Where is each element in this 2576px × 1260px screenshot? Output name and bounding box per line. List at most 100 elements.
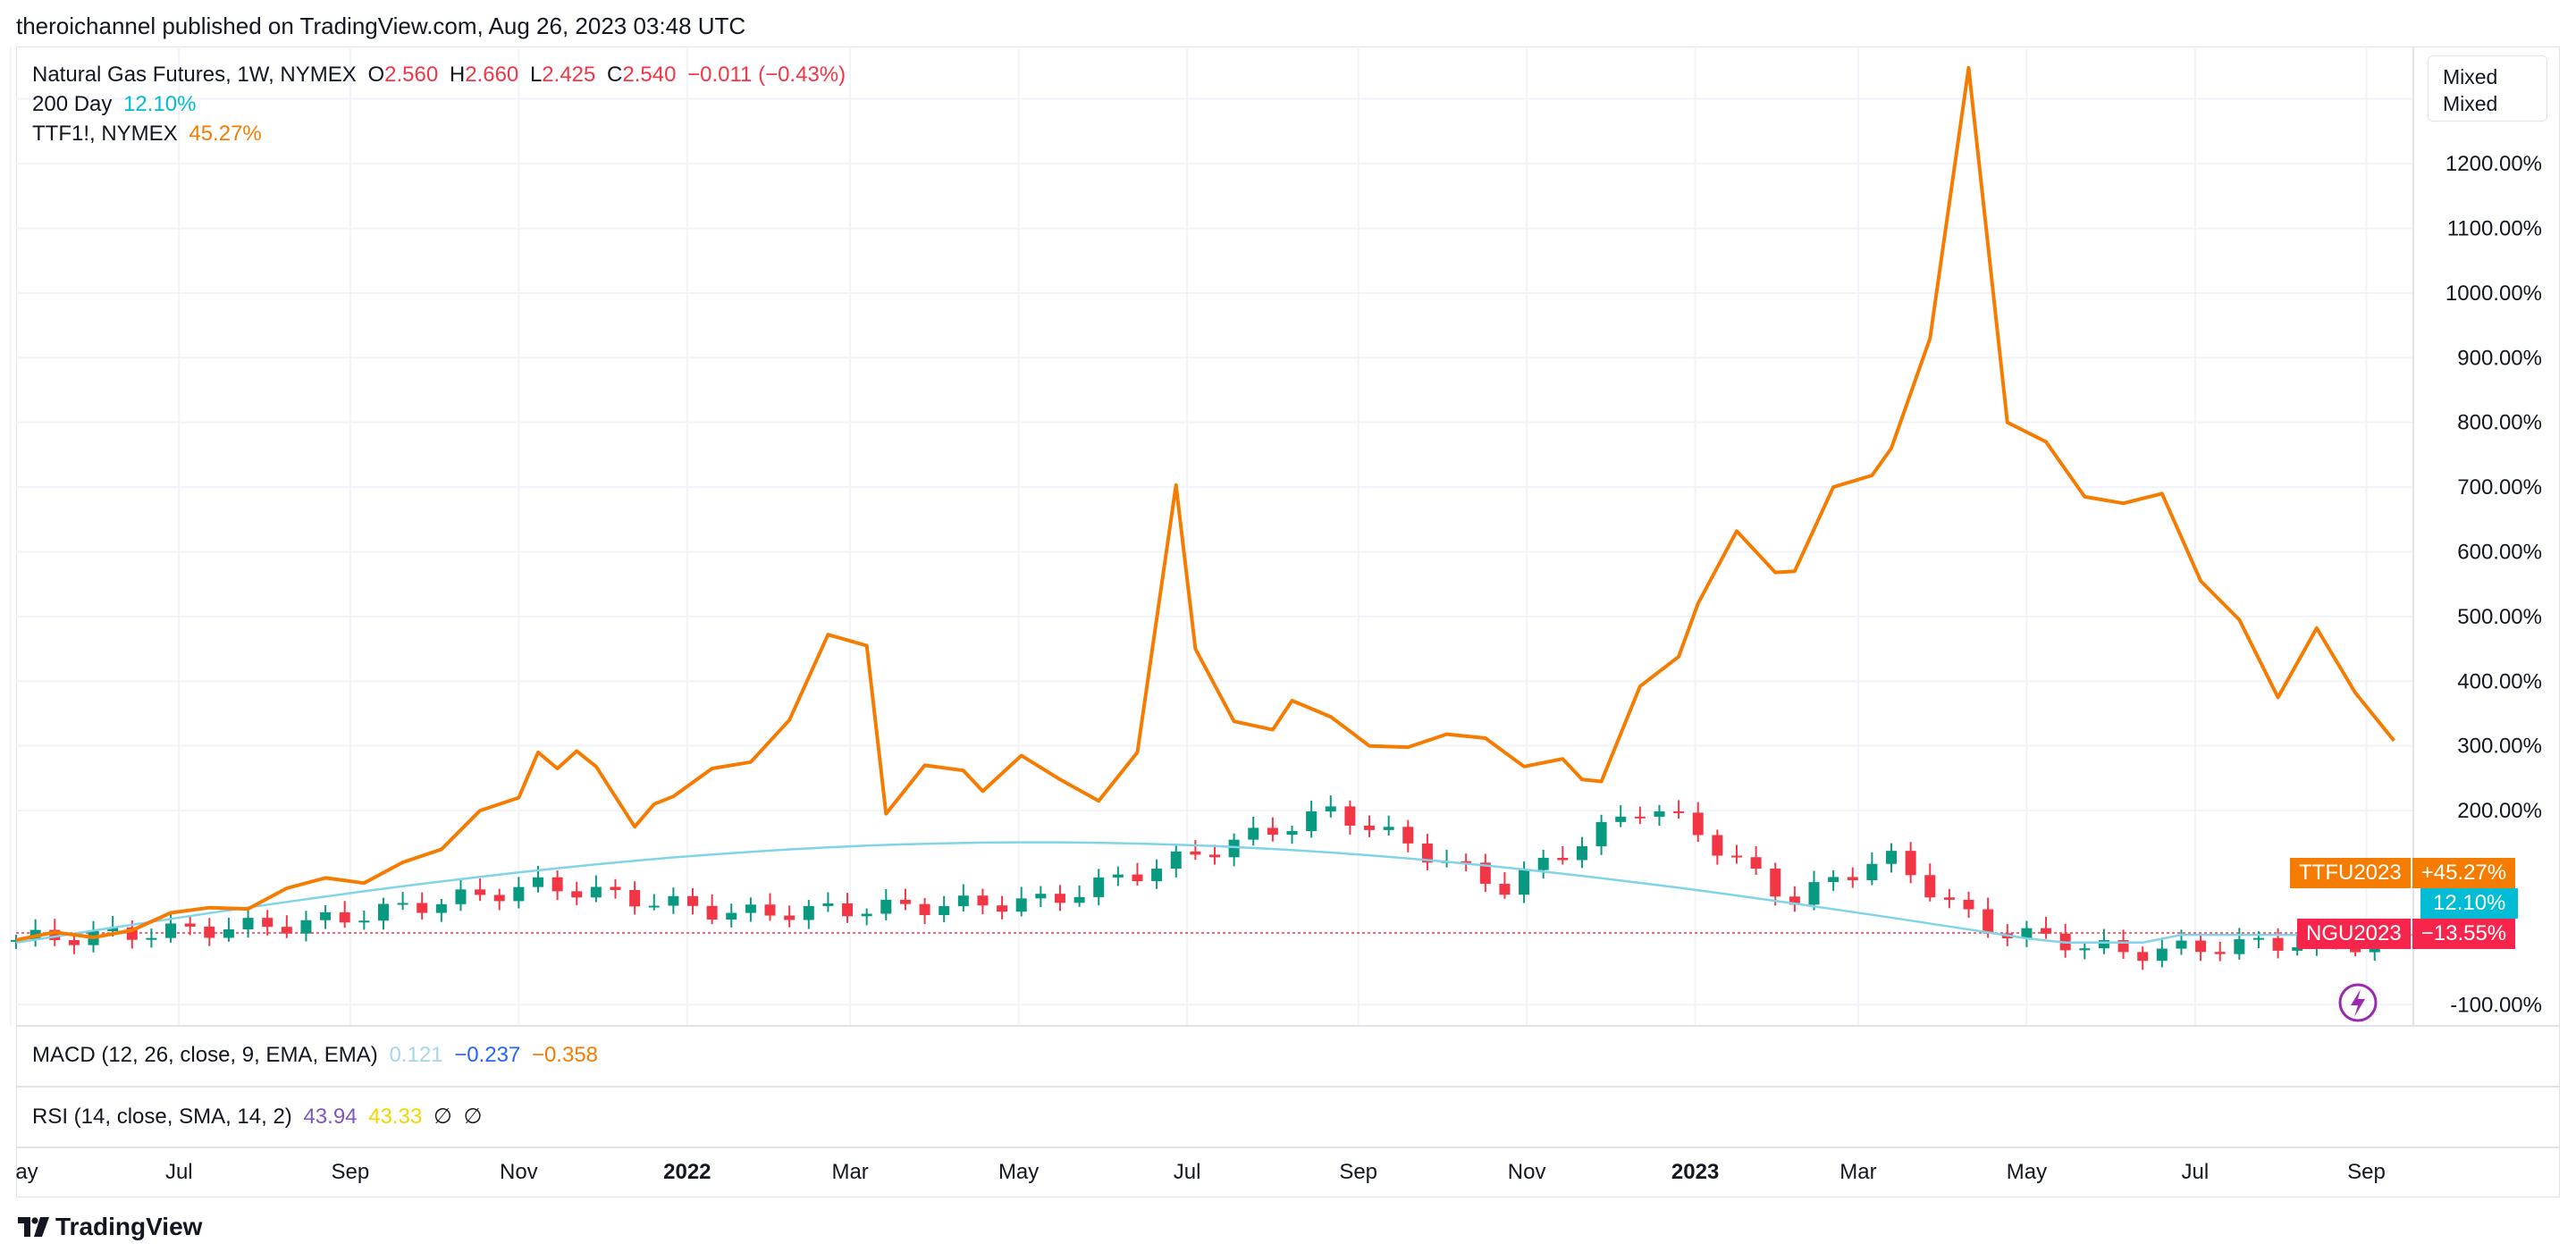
x-tick-label: Mar (831, 1160, 869, 1184)
candle-body (1421, 843, 1433, 863)
rsi-title: RSI (14, close, SMA, 14, 2) (32, 1105, 292, 1129)
ma-legend-name: 200 Day (32, 92, 113, 116)
candle-body (726, 912, 737, 920)
x-tick-label: Nov (500, 1160, 538, 1184)
candle-body (107, 927, 119, 932)
candle-body (784, 915, 796, 920)
candle-body (842, 903, 854, 917)
candle-body (1519, 869, 1530, 895)
open-label: O (367, 63, 385, 87)
x-tick-label: Sep (2347, 1160, 2386, 1184)
ma-legend[interactable]: 200 Day 12.10% (32, 92, 201, 117)
candle-body (1151, 869, 1163, 882)
lightning-icon[interactable] (2338, 983, 2378, 1022)
close-label: C (607, 63, 623, 87)
candle-body (1924, 875, 1936, 898)
x-tick-label: May (998, 1160, 1040, 1184)
y-tick-label: 1000.00% (2446, 281, 2542, 306)
ttf-tag-value: +45.27% (2412, 858, 2516, 888)
candle-body (1190, 851, 1201, 855)
candle-body (1808, 882, 1820, 905)
candle-body (1634, 816, 1646, 819)
candle-body (899, 899, 911, 904)
candle-body (803, 905, 814, 920)
mode-line-1: Mixed (2443, 65, 2498, 88)
macd-value-2: −0.237 (454, 1043, 521, 1067)
candle-body (939, 906, 950, 916)
y-tick-label: 1200.00% (2446, 152, 2542, 176)
candle-body (1886, 851, 1898, 864)
macd-legend[interactable]: MACD (12, 26, close, 9, EMA, EMA) 0.121 … (32, 1043, 603, 1068)
candle-body (1789, 896, 1800, 905)
mode-line-2: Mixed (2443, 92, 2498, 115)
candle-body (551, 877, 563, 892)
candle-body (1248, 827, 1259, 840)
x-tick-label: Jul (1173, 1160, 1201, 1184)
main-legend[interactable]: Natural Gas Futures, 1W, NYMEX O2.560 H2… (32, 63, 851, 88)
candle-body (1112, 874, 1124, 878)
candle-body (687, 895, 699, 906)
candle-body (2195, 940, 2207, 953)
x-tick-label: Jul (2181, 1160, 2210, 1184)
candle-body (1692, 812, 1704, 836)
y-tick-label: 700.00% (2457, 475, 2542, 500)
rsi-value-4: ∅ (463, 1105, 483, 1129)
low-label: L (529, 63, 543, 87)
candle-body (377, 903, 389, 921)
candle-body (339, 911, 350, 923)
candle-body (1132, 874, 1143, 882)
candles (11, 795, 2380, 970)
candle-body (1035, 894, 1047, 899)
y-axis: -100.00% 200.00% 300.00% 400.00% 500.00% 600.… (2446, 88, 2542, 1018)
candle-body (610, 886, 621, 890)
tradingview-logo[interactable]: TradingView (18, 1213, 202, 1241)
candle-body (571, 891, 583, 898)
candle-body (629, 889, 641, 907)
candle-body (11, 939, 21, 942)
macd-value-3: −0.358 (531, 1043, 599, 1067)
ttf-price-tag: TTFU2023 +45.27% (2290, 858, 2516, 888)
candle-body (281, 927, 292, 934)
y-tick-label: 900.00% (2457, 346, 2542, 370)
x-tick-label: Nov (1507, 1160, 1546, 1184)
candle-body (1228, 839, 1240, 858)
candle-body (146, 937, 157, 940)
rsi-legend[interactable]: RSI (14, close, SMA, 14, 2) 43.94 43.33 … (32, 1104, 487, 1130)
candle-body (513, 886, 525, 902)
x-tick-label: Sep (1339, 1160, 1378, 1184)
candle-body (223, 929, 234, 938)
candle-body (1673, 811, 1685, 813)
candle-body (1537, 857, 1549, 870)
y-tick-label: -100.00% (2450, 993, 2542, 1017)
candle-body (397, 903, 408, 905)
candle-body (1983, 909, 1994, 934)
scale-mode-button[interactable]: Mixed Mixed (2428, 55, 2547, 122)
candle-body (2041, 928, 2052, 934)
macd-value-1: 0.121 (389, 1043, 443, 1067)
candle-body (2137, 952, 2149, 962)
y-tick-label: 800.00% (2457, 411, 2542, 435)
candle-body (977, 895, 989, 906)
candle-body (49, 929, 61, 941)
ttf-legend[interactable]: TTF1!, NYMEX 45.27% (32, 122, 267, 147)
x-tick-label: May (2006, 1160, 2048, 1184)
candle-body (1866, 863, 1878, 881)
candle-body (204, 926, 215, 938)
tradingview-logo-icon (18, 1217, 49, 1237)
candle-body (1828, 877, 1839, 883)
candle-body (919, 903, 930, 916)
high-label: H (449, 63, 466, 87)
high-value: 2.660 (465, 63, 519, 87)
y-tick-label: 500.00% (2457, 605, 2542, 629)
candle-body (320, 911, 332, 920)
candle-body (1847, 877, 1858, 881)
x-tick-label: Sep (331, 1160, 370, 1184)
candle-body (242, 918, 254, 930)
candle-body (417, 903, 428, 913)
candle-body (1750, 857, 1762, 869)
main-series-name: Natural Gas Futures, 1W, NYMEX (32, 63, 357, 87)
candle-body (532, 877, 543, 887)
x-tick-label: 2022 (663, 1160, 711, 1184)
candle-body (1576, 845, 1587, 861)
